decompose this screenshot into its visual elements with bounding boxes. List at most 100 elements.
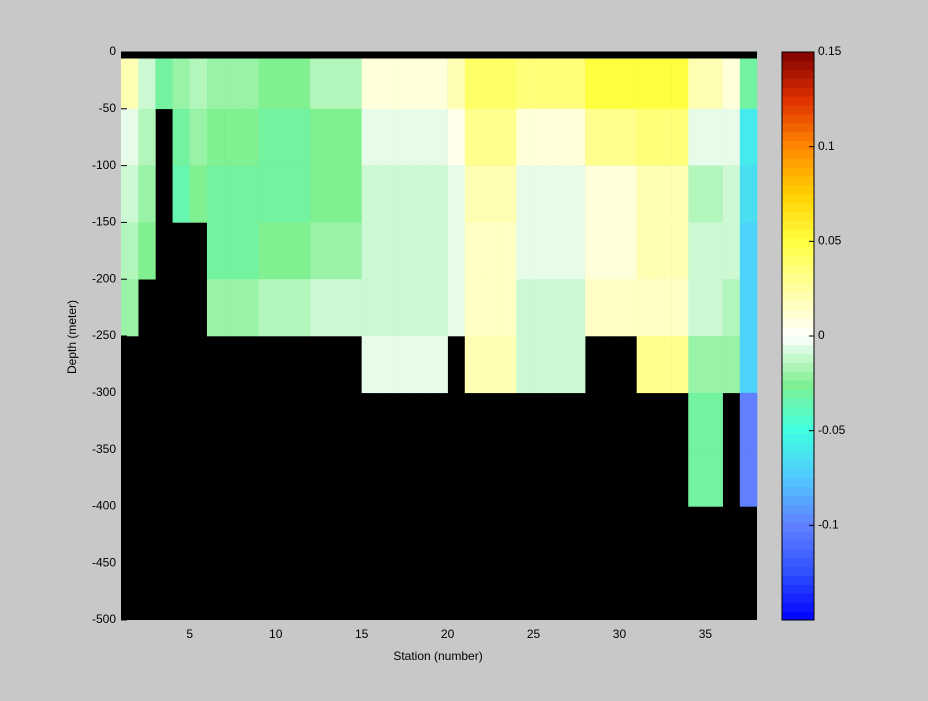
heatmap-cell (310, 222, 328, 280)
colorbar-swatch (782, 158, 814, 168)
heatmap-cell (585, 165, 603, 223)
heatmap-cell (327, 108, 345, 166)
heatmap-cell (653, 165, 672, 223)
heatmap-cell (602, 108, 620, 166)
heatmap-cell (464, 165, 483, 223)
heatmap-cell (705, 108, 723, 166)
colorbar-swatch (782, 149, 814, 159)
heatmap-cell (688, 336, 706, 394)
heatmap-cell (585, 222, 603, 280)
heatmap-cell (206, 222, 225, 280)
heatmap-cell (550, 279, 569, 337)
heatmap-cell (550, 52, 569, 110)
heatmap-cell (172, 108, 191, 166)
heatmap-cell (567, 165, 586, 223)
heatmap-cell (705, 279, 723, 337)
heatmap-cell (396, 52, 414, 110)
heatmap-cell (344, 165, 362, 223)
heatmap-cell (636, 165, 655, 223)
x-tick-label: 25 (527, 627, 541, 641)
heatmap-cell (739, 392, 758, 450)
heatmap-cell (275, 108, 294, 166)
heatmap-cell (481, 279, 500, 337)
colorbar-swatch (782, 433, 814, 443)
y-tick-label: -450 (92, 555, 116, 569)
colorbar-swatch (782, 442, 814, 452)
colorbar-swatch (782, 291, 814, 301)
heatmap-cell (344, 108, 362, 166)
colorbar-swatch (782, 327, 814, 337)
heatmap-cell (636, 222, 655, 280)
colorbar-swatch (782, 469, 814, 479)
heatmap-cell (653, 108, 672, 166)
heatmap-cell (344, 279, 362, 337)
heatmap-cell (567, 108, 586, 166)
heatmap-cell (499, 279, 517, 337)
heatmap-cell (430, 52, 448, 110)
heatmap-cell (430, 165, 448, 223)
y-tick-label: -300 (92, 385, 116, 399)
heatmap-cell (481, 165, 500, 223)
x-tick-label: 10 (269, 627, 283, 641)
heatmap-cell (224, 165, 242, 223)
colorbar-swatch (782, 105, 814, 115)
colorbar-swatch (782, 602, 814, 612)
colorbar-swatch (782, 424, 814, 434)
heatmap-cell (636, 52, 655, 110)
heatmap-cell (516, 108, 534, 166)
heatmap-cell (327, 52, 345, 110)
colorbar-swatch (782, 353, 814, 363)
colorbar-swatch (782, 557, 814, 568)
heatmap-cell (619, 165, 637, 223)
heatmap-cell (121, 52, 139, 110)
y-tick-label: 0 (109, 44, 116, 58)
heatmap-cell (533, 336, 552, 394)
heatmap-cell (224, 222, 242, 280)
heatmap-cell (653, 279, 672, 337)
heatmap-cell (481, 52, 500, 110)
heatmap-cell (430, 279, 448, 337)
heatmap-cell (378, 336, 397, 394)
heatmap-cell (636, 336, 655, 394)
colorbar-tick-label: -0.1 (818, 518, 839, 532)
heatmap-cell (705, 52, 723, 110)
heatmap-cell (396, 165, 414, 223)
heatmap-cell (189, 165, 208, 223)
heatmap-cell (378, 165, 397, 223)
heatmap-cell (585, 279, 603, 337)
colorbar-tick-label: 0.15 (818, 44, 842, 58)
colorbar-swatch (782, 478, 814, 488)
heatmap-cell (121, 108, 139, 166)
heatmap-cell (121, 165, 139, 223)
heatmap-cell (275, 165, 294, 223)
heatmap-cell (739, 108, 758, 166)
colorbar-swatch (782, 344, 814, 355)
colorbar-tick-label: 0 (818, 328, 825, 342)
colorbar-swatch (782, 123, 814, 133)
heatmap-cell (275, 52, 294, 110)
heatmap-cell (567, 52, 586, 110)
colorbar-swatch (782, 202, 814, 213)
colorbar-swatch (782, 318, 814, 328)
heatmap-cell (292, 165, 311, 223)
colorbar-tick-label: 0.1 (818, 139, 835, 153)
colorbar-swatch (782, 549, 814, 559)
heatmap-cell (396, 108, 414, 166)
heatmap-cell (722, 222, 741, 280)
heatmap-cell (206, 279, 225, 337)
colorbar-swatch (782, 52, 814, 62)
heatmap-cell (516, 165, 534, 223)
heatmap-cell (189, 108, 208, 166)
colorbar-swatch (782, 522, 814, 532)
colorbar-swatch (782, 407, 814, 417)
heatmap-cell (310, 52, 328, 110)
heatmap-cell (327, 222, 345, 280)
colorbar-swatch (782, 513, 814, 523)
colorbar-swatch (782, 566, 814, 576)
heatmap-cell (585, 108, 603, 166)
y-tick-label: -200 (92, 271, 116, 285)
colorbar-tick-label: -0.05 (818, 423, 846, 437)
y-tick-label: -100 (92, 158, 116, 172)
heatmap-cell (499, 165, 517, 223)
heatmap-cell (258, 222, 277, 280)
